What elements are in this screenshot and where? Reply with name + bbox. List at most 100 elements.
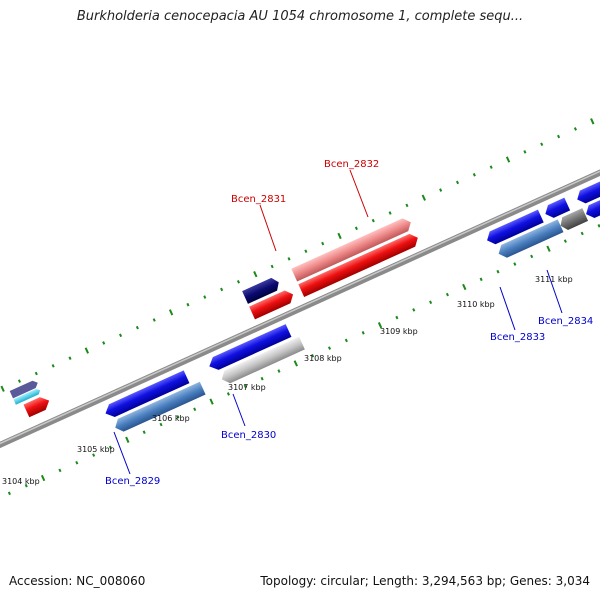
leader-bcen2832 [349, 169, 369, 218]
outer-tick [354, 226, 358, 231]
outer-tick [590, 118, 595, 125]
gene-bcen2829-blue[interactable] [103, 370, 190, 420]
outer-tick [186, 302, 190, 307]
scale-label: 3105 kbp [77, 445, 115, 454]
scale-label: 3111 kbp [535, 275, 573, 284]
outer-tick [168, 309, 174, 316]
gene-bcen2831-navy[interactable] [242, 276, 281, 304]
scale-label: 3108 kbp [304, 354, 342, 363]
gene-bcen2830-silver[interactable] [219, 336, 305, 386]
gene-label-bcen2831[interactable]: Bcen_2831 [231, 194, 286, 205]
leader-bcen2834 [546, 269, 563, 314]
gene-label-bcen2834[interactable]: Bcen_2834 [538, 316, 593, 327]
inner-tick [530, 254, 534, 259]
gene-bcen2834-gray[interactable] [558, 208, 589, 232]
outer-tick [236, 280, 241, 284]
gene-bcen2832-pink[interactable] [291, 216, 413, 282]
outer-tick [84, 347, 90, 354]
outer-tick [405, 203, 409, 208]
scale-label: 3104 kbp [2, 477, 40, 486]
map-title: Burkholderia cenocepacia AU 1054 chromos… [76, 9, 524, 24]
gene-bcen2834-blue-short[interactable] [542, 197, 571, 221]
gene-right-blue[interactable] [574, 157, 600, 206]
inner-tick [445, 292, 449, 297]
inner-tick [327, 346, 332, 350]
inner-tick [412, 308, 416, 312]
scale-labels: 3104 kbp 3105 kbp 3106 kbp 3107 kbp 3108… [2, 275, 573, 486]
leader-lines [113, 169, 563, 475]
outer-tick [304, 249, 308, 253]
scale-label: 3109 kbp [380, 327, 418, 336]
outer-tick [270, 264, 274, 269]
scale-label: 3110 kbp [457, 300, 495, 309]
inner-tick [429, 300, 433, 305]
outer-tick [102, 341, 106, 345]
inner-tick [293, 360, 298, 367]
inner-tick [209, 398, 214, 405]
outer-tick [371, 218, 375, 223]
outer-tick [540, 142, 544, 147]
outer-tick [321, 241, 325, 246]
outer-tick [505, 156, 511, 163]
inner-tick [142, 430, 146, 434]
outer-tick [135, 325, 139, 330]
gene-bcen2829-steel[interactable] [112, 381, 206, 434]
outer-tick [573, 127, 577, 131]
outer-tick [152, 318, 156, 322]
outer-tick [51, 364, 55, 368]
outer-tick [337, 232, 342, 240]
gene-label-bcen2832[interactable]: Bcen_2832 [324, 159, 379, 170]
inner-tick [513, 262, 517, 266]
outer-tick [253, 270, 258, 278]
gene-bcen2833-blue[interactable] [484, 209, 544, 247]
gene-label-bcen2830[interactable]: Bcen_2830 [221, 430, 276, 441]
inner-tick [243, 384, 247, 389]
inner-tick-row [7, 224, 600, 496]
outer-tick [489, 165, 493, 169]
gene-far-left-purple[interactable] [9, 379, 43, 405]
inner-tick [546, 245, 551, 252]
outer-tick [557, 134, 561, 139]
gene-label-bcen2833[interactable]: Bcen_2833 [490, 332, 545, 343]
gene-bcen2832-red[interactable] [298, 231, 420, 298]
outer-tick-row [0, 118, 595, 392]
inner-tick [125, 436, 130, 443]
gene-far-left-red[interactable] [23, 394, 52, 418]
inner-tick [563, 239, 567, 243]
inner-tick [479, 277, 483, 282]
genome-summary: Topology: circular; Length: 3,294,563 bp… [260, 574, 590, 588]
inner-tick [260, 376, 264, 381]
outer-tick [455, 180, 460, 185]
inner-tick [193, 407, 197, 412]
gene-label-bcen2829[interactable]: Bcen_2829 [105, 476, 160, 487]
gene-bcen2831-red[interactable] [249, 288, 296, 320]
inner-tick [92, 453, 96, 457]
outer-tick [203, 295, 207, 299]
inner-tick [377, 322, 383, 329]
inner-tick [176, 415, 180, 419]
scale-label: 3107 kbp [228, 383, 266, 392]
inner-tick [40, 474, 46, 482]
inner-tick [159, 422, 163, 427]
inner-tick [344, 338, 348, 343]
leader-bcen2830 [232, 393, 246, 427]
inner-tick [580, 231, 584, 236]
inner-tick [361, 331, 365, 335]
outer-tick [220, 287, 224, 292]
scale-label: 3106 kbp [152, 414, 190, 423]
gene-bcen2833-steel[interactable] [496, 219, 564, 260]
leader-bcen2829 [113, 431, 131, 475]
gene-bcen2830-blue[interactable] [206, 324, 292, 373]
outer-tick [472, 173, 476, 177]
inner-tick [108, 445, 113, 450]
outer-tick [421, 194, 426, 201]
leader-bcen2833 [499, 286, 516, 331]
inner-tick [311, 353, 315, 358]
inner-tick [7, 491, 11, 496]
outer-tick [439, 188, 443, 192]
inner-tick [277, 369, 281, 373]
outer-tick [17, 379, 21, 383]
inner-tick [58, 468, 62, 473]
accession-label: Accession: NC_008060 [9, 574, 146, 588]
